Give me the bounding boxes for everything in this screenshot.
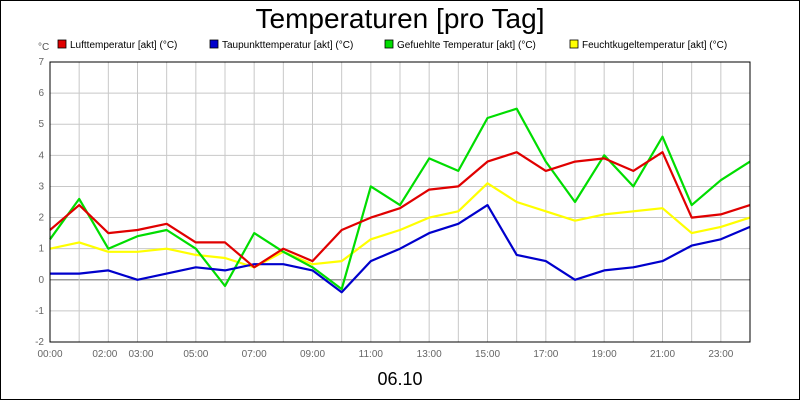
x-tick-label: 07:00 bbox=[242, 349, 267, 360]
x-tick-label: 17:00 bbox=[533, 349, 558, 360]
legend-swatch bbox=[384, 39, 394, 49]
legend-label: Feuchtkugeltemperatur [akt] (°C) bbox=[582, 40, 727, 51]
legend-swatch bbox=[569, 39, 579, 49]
series-line bbox=[50, 204, 751, 294]
y-tick-label: 0 bbox=[38, 275, 44, 286]
x-tick-label: 23:00 bbox=[708, 349, 733, 360]
series-line bbox=[49, 182, 751, 269]
legend: Lufttemperatur [akt] (°C) Taupunkttempera… bbox=[57, 39, 727, 51]
y-tick-label: -1 bbox=[35, 306, 44, 317]
x-ticks: 00:00 02:00 03:00 05:00 07:00 09:00 11:00 13:00… bbox=[37, 349, 733, 360]
series-line bbox=[49, 107, 751, 291]
legend-swatch bbox=[209, 39, 219, 49]
y-tick-label: -2 bbox=[35, 337, 44, 348]
x-tick-label: 11:00 bbox=[359, 349, 384, 360]
y-ticks: -2 -1 0 1 2 3 4 5 6 7 bbox=[35, 57, 44, 348]
series-line bbox=[49, 151, 751, 269]
x-tick-label: 00:00 bbox=[37, 349, 62, 360]
legend-swatch bbox=[57, 39, 67, 49]
y-tick-label: 7 bbox=[38, 57, 44, 68]
x-tick-label: 05:00 bbox=[183, 349, 208, 360]
y-tick-label: 2 bbox=[38, 213, 44, 224]
date-label: 06.10 bbox=[377, 369, 422, 389]
x-tick-label: 03:00 bbox=[128, 349, 153, 360]
legend-label: Gefuehlte Temperatur [akt] (°C) bbox=[397, 40, 536, 51]
x-tick-label: 19:00 bbox=[592, 349, 617, 360]
x-tick-label: 13:00 bbox=[417, 349, 442, 360]
chart-title: Temperaturen [pro Tag] bbox=[256, 3, 545, 34]
y-tick-label: 3 bbox=[38, 181, 44, 192]
series-lines bbox=[49, 107, 751, 294]
plot-border bbox=[49, 61, 751, 343]
y-tick-label: 1 bbox=[38, 244, 44, 255]
y-tick-label: 4 bbox=[38, 150, 44, 161]
y-tick-label: 6 bbox=[38, 88, 44, 99]
x-tick-label: 09:00 bbox=[300, 349, 325, 360]
legend-label: Lufttemperatur [akt] (°C) bbox=[70, 40, 177, 51]
y-tick-label: 5 bbox=[38, 119, 44, 130]
x-tick-label: 15:00 bbox=[475, 349, 500, 360]
legend-label: Taupunkttemperatur [akt] (°C) bbox=[222, 40, 353, 51]
x-tick-label: 21:00 bbox=[650, 349, 675, 360]
x-tick-label: 02:00 bbox=[92, 349, 117, 360]
y-axis-unit: °C bbox=[38, 42, 49, 53]
